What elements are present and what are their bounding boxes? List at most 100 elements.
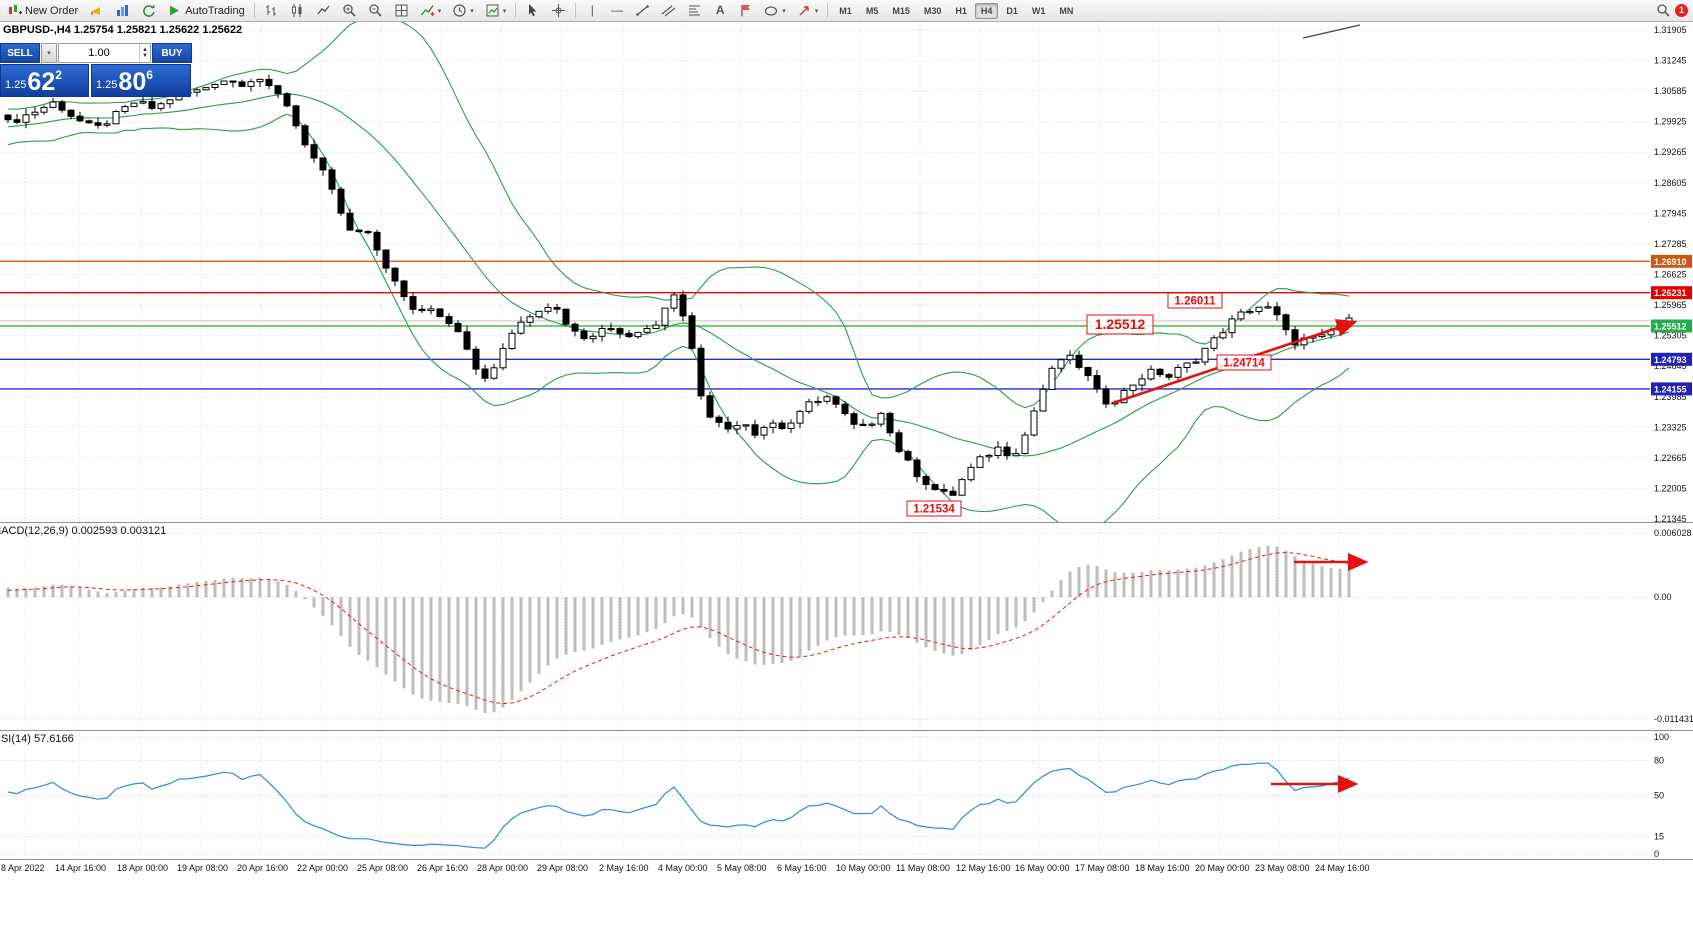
market-watch-button[interactable] <box>110 0 135 21</box>
candlestick-icon <box>291 4 302 17</box>
text-label-button[interactable] <box>733 0 758 21</box>
svg-text:1.23985: 1.23985 <box>1654 392 1687 402</box>
volume-box: ▲ ▼ <box>58 43 151 63</box>
channel-button[interactable] <box>656 0 681 21</box>
time-label: 20 May 00:00 <box>1195 863 1250 873</box>
macd-panel[interactable]: MACD(12,26,9) 0.002593 0.003121 0.006028… <box>0 522 1693 730</box>
new-order-button[interactable]: New Order <box>2 0 83 21</box>
time-label: 23 May 08:00 <box>1255 863 1310 873</box>
timeframe-button-m15[interactable]: M15 <box>892 5 910 16</box>
svg-text:1.22005: 1.22005 <box>1654 483 1687 493</box>
line-chart-icon <box>317 5 330 15</box>
macd-label: MACD(12,26,9) 0.002593 0.003121 <box>0 525 167 537</box>
ask-big-digits: 80 <box>118 68 147 96</box>
timeframe-button-h1[interactable]: H1 <box>955 5 967 16</box>
vertical-line-button[interactable]: | <box>580 0 604 21</box>
macd-chart[interactable]: 0.006028 0.00 -0.011431 <box>0 523 1693 730</box>
rsi-panel[interactable]: RSI(14) 57.6166 100 80 50 15 0 <box>0 730 1693 859</box>
time-label: 20 Apr 16:00 <box>237 863 289 873</box>
arrows-button[interactable]: ▾ <box>792 0 824 21</box>
tile-windows-button[interactable] <box>389 0 414 21</box>
separator <box>575 3 577 18</box>
volume-input[interactable] <box>59 44 139 62</box>
timeframe-button-m30[interactable]: M30 <box>923 5 942 16</box>
price-annotation-1.26011[interactable]: 1.26011 <box>1167 292 1223 309</box>
rsi-chart[interactable]: 100 80 50 15 0 <box>0 731 1693 859</box>
timeframe-button-m1[interactable]: M1 <box>839 5 852 16</box>
rsi-svg: 100 80 50 15 0 <box>0 731 1693 859</box>
candlestick-chart-button[interactable] <box>285 0 310 21</box>
time-axis[interactable]: 8 Apr 2022 14 Apr 16:00 18 Apr 00:00 19 Apr… <box>0 859 1693 876</box>
horn-icon <box>91 7 101 15</box>
shapes-button[interactable]: ▾ <box>759 0 791 21</box>
svg-text:1.25965: 1.25965 <box>1654 300 1687 310</box>
vertical-line-icon: | <box>590 3 594 17</box>
autotrading-button[interactable]: AutoTrading <box>162 0 250 21</box>
separator <box>253 3 255 18</box>
volume-up-icon[interactable]: ▲ <box>142 47 148 53</box>
svg-text:1.24155: 1.24155 <box>1654 384 1687 394</box>
volume-down-icon[interactable]: ▼ <box>142 53 148 59</box>
line-chart-button[interactable] <box>311 0 336 21</box>
timeframe-button-w1[interactable]: W1 <box>1031 5 1046 16</box>
chevron-down-icon: ▾ <box>782 7 786 15</box>
separator <box>827 3 829 18</box>
order-options-dropdown[interactable]: ▾ <box>41 43 57 63</box>
bar-chart-icon <box>265 5 276 16</box>
search-icon[interactable] <box>1656 3 1671 18</box>
timeframe-button-m5[interactable]: M5 <box>865 5 879 16</box>
chevron-down-icon: ▾ <box>470 7 474 15</box>
timeframe-button-d1[interactable]: D1 <box>1006 5 1018 16</box>
bollinger-lower <box>7 113 1350 522</box>
buy-button[interactable]: BUY <box>152 43 192 63</box>
bid-prefix: 1.25 <box>5 79 27 91</box>
price-annotation-1.25512[interactable]: 1.25512 <box>1086 314 1154 335</box>
svg-text:1.31245: 1.31245 <box>1654 56 1687 66</box>
autotrading-label: AutoTrading <box>185 4 245 17</box>
candlestick-chart[interactable]: 1.26011 1.25512 1.24714 1.21534 1.31905 1.312… <box>0 22 1693 522</box>
volume-spinner: ▲ ▼ <box>138 44 150 62</box>
ask-superscript: 6 <box>146 68 153 82</box>
timeframe-button-mn[interactable]: MN <box>1059 5 1074 16</box>
periods-button[interactable]: ▾ <box>447 0 479 21</box>
svg-text:1.26625: 1.26625 <box>1654 270 1687 280</box>
toolbar-right: 1 <box>1656 3 1693 18</box>
refresh-button[interactable] <box>136 0 161 21</box>
timeframe-button-h4[interactable]: H4 <box>974 2 999 19</box>
price-annotation-1.24714[interactable]: 1.24714 <box>1216 354 1272 371</box>
zoom-out-button[interactable] <box>363 0 388 21</box>
sell-button[interactable]: SELL <box>0 43 40 63</box>
time-label: 17 May 08:00 <box>1075 863 1130 873</box>
fibonacci-button[interactable] <box>682 0 707 21</box>
svg-text:15: 15 <box>1654 832 1664 842</box>
crosshair-button[interactable] <box>546 0 571 21</box>
svg-text:100: 100 <box>1654 732 1669 742</box>
flag-icon <box>741 5 751 17</box>
horizontal-line-button[interactable]: — <box>605 0 629 21</box>
time-label: 11 May 08:00 <box>896 863 950 873</box>
bid-price[interactable]: 1.25 62 2 <box>0 64 89 97</box>
notification-badge[interactable]: 1 <box>1675 4 1688 17</box>
zoom-in-icon <box>343 4 356 17</box>
new-order-icon <box>9 5 22 14</box>
ask-price[interactable]: 1.25 80 6 <box>91 64 191 97</box>
time-label: 16 May 00:00 <box>1015 863 1070 873</box>
shift-line[interactable] <box>1302 24 1361 39</box>
price-annotation-1.21534[interactable]: 1.21534 <box>906 500 962 517</box>
templates-button[interactable]: ▾ <box>480 0 512 21</box>
trendline-button[interactable] <box>630 0 655 21</box>
bid-superscript: 2 <box>55 68 62 82</box>
cursor-button[interactable] <box>520 0 545 21</box>
crosshair-icon <box>552 4 566 17</box>
price-chart-panel[interactable]: GBPUSD-,H4 1.25754 1.25821 1.25622 1.256… <box>0 22 1693 522</box>
indicators-button[interactable]: ▾ <box>415 0 447 21</box>
price-badge-1.24155: 1.24155 <box>1651 382 1692 396</box>
text-button[interactable]: A <box>708 0 732 21</box>
zoom-in-button[interactable] <box>337 0 362 21</box>
bar-chart-button[interactable] <box>259 0 284 21</box>
metaeditor-button[interactable] <box>84 0 109 21</box>
svg-text:0.006028: 0.006028 <box>1654 528 1692 538</box>
macd-axis: 0.006028 0.00 -0.011431 <box>1654 528 1693 724</box>
time-label: 12 May 16:00 <box>956 863 1011 873</box>
